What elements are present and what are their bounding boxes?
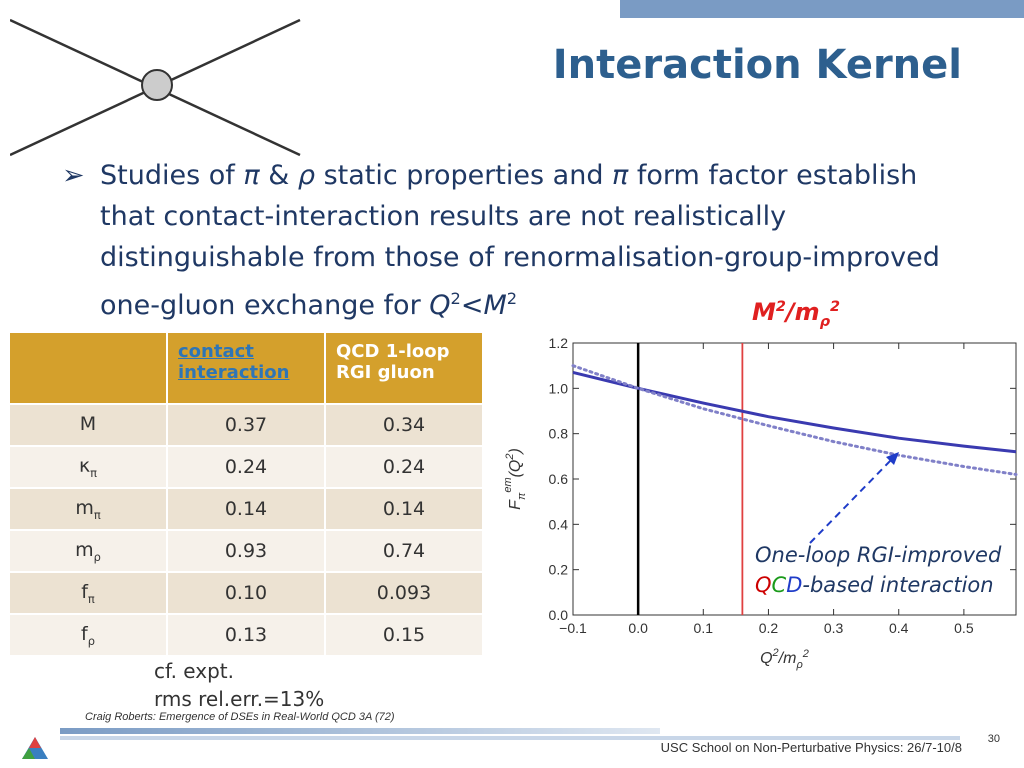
row-label: M <box>10 403 168 446</box>
bullet-arrow-icon: ➢ <box>62 160 85 191</box>
table-row: fπ 0.10 0.093 <box>10 571 484 614</box>
annotation-arrow-line <box>809 457 894 544</box>
interaction-vertex-icon <box>10 18 301 157</box>
plot-frame <box>572 342 1017 616</box>
cf-line-1: cf. expt. <box>154 659 234 683</box>
row-label: fρ <box>10 613 168 655</box>
y-tick-label: 0.6 <box>549 471 569 487</box>
y-tick-label: 0.0 <box>549 607 569 623</box>
page-number: 30 <box>987 733 1000 745</box>
qcd-value: 0.34 <box>325 403 484 446</box>
x-tick-label: 0.2 <box>759 620 779 636</box>
table-row: mρ 0.93 0.74 <box>10 529 484 572</box>
x-tick-label: 0.0 <box>628 620 648 636</box>
contact-value: 0.13 <box>167 613 326 655</box>
x-tick-label: 0.1 <box>694 620 714 636</box>
annotation-line-1: One-loop RGI-improved <box>755 543 1002 567</box>
row-label: κπ <box>10 445 168 488</box>
x-axis-label: Q2/mρ2 <box>760 647 809 671</box>
contact-value: 0.93 <box>167 529 326 572</box>
conference-logo <box>22 737 48 759</box>
credit-text: Craig Roberts: Emergence of DSEs in Real… <box>85 711 395 723</box>
bullet-text: Studies of π & ρ static properties and π… <box>100 160 940 321</box>
header-qcd: QCD 1-loop RGI gluon <box>325 333 484 404</box>
footer-decoration <box>60 728 960 740</box>
school-text: USC School on Non-Perturbative Physics: … <box>660 740 962 755</box>
y-tick-label: 1.0 <box>549 380 569 396</box>
comparison-table: contact interaction QCD 1-loop RGI gluon… <box>10 333 484 655</box>
bullet-point: ➢ Studies of π & ρ static properties and… <box>62 155 962 326</box>
qcd-value: 0.74 <box>325 529 484 572</box>
x-tick-label: 0.4 <box>889 620 909 636</box>
form-factor-chart: −0.1 0.0 0.1 0.2 0.3 0.4 0.50.00.20.40.60.81.0… <box>502 335 1018 671</box>
table-row: M 0.37 0.34 <box>10 403 484 446</box>
qcd-value: 0.14 <box>325 487 484 530</box>
cf-note: cf. expt. rms rel.err.=13% <box>154 657 324 713</box>
curve-annotation: One-loop RGI-improved QCD-based interact… <box>755 540 1001 600</box>
table-row: κπ 0.24 0.24 <box>10 445 484 488</box>
row-label: mπ <box>10 487 168 530</box>
annotation-arrow-head <box>886 452 899 465</box>
contact-value: 0.24 <box>167 445 326 488</box>
contact-value: 0.14 <box>167 487 326 530</box>
table-header-row: contact interaction QCD 1-loop RGI gluon <box>10 333 484 404</box>
contact-interaction-link[interactable]: contact interaction <box>178 341 290 383</box>
contact-value: 0.10 <box>167 571 326 614</box>
table-row: fρ 0.13 0.15 <box>10 613 484 655</box>
x-tick-label: 0.3 <box>824 620 844 636</box>
y-axis-label: Fπem(Q2) <box>502 448 528 510</box>
qcd-value: 0.093 <box>325 571 484 614</box>
row-label: mρ <box>10 529 168 572</box>
vertex-circle <box>141 69 173 101</box>
y-tick-label: 0.2 <box>549 562 569 578</box>
header-blank <box>10 333 168 404</box>
contact-value: 0.37 <box>167 403 326 446</box>
table-row: mπ 0.14 0.14 <box>10 487 484 530</box>
top-accent-bar <box>620 0 1024 18</box>
x-tick-label: 0.5 <box>954 620 974 636</box>
x-tick-label: −0.1 <box>559 620 587 636</box>
row-label: fπ <box>10 571 168 614</box>
y-tick-label: 0.4 <box>549 516 569 532</box>
slide-title: Interaction Kernel <box>552 42 962 88</box>
series-line-1 <box>571 364 1018 476</box>
qcd-value: 0.24 <box>325 445 484 488</box>
y-tick-label: 1.2 <box>549 335 569 351</box>
qcd-value: 0.15 <box>325 613 484 655</box>
annotation-line-2: QCD-based interaction <box>755 573 994 597</box>
ratio-label: M2/mρ2 <box>752 298 841 330</box>
cf-line-2: rms rel.err.=13% <box>154 687 325 711</box>
header-contact: contact interaction <box>167 333 326 404</box>
y-tick-label: 0.8 <box>549 426 569 442</box>
